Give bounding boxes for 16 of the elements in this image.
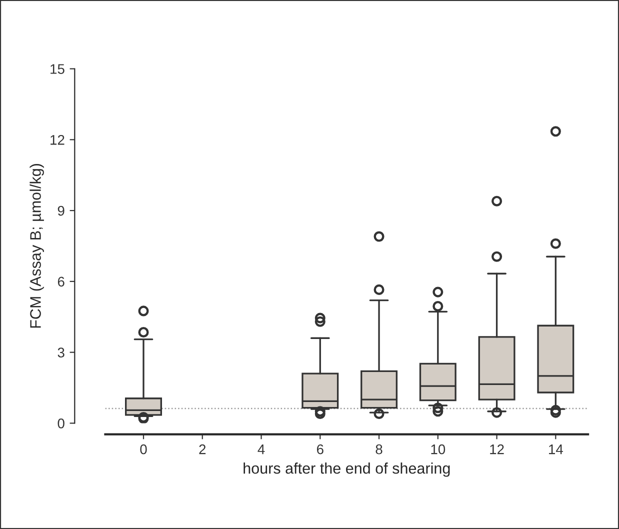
y-tick-label: 0 [58, 418, 64, 428]
x-tick-label: 14 [549, 444, 563, 454]
x-tick-label: 4 [258, 444, 265, 454]
y-axis-title: FCM (Assay B; µmol/kg) [30, 164, 44, 328]
x-tick-label: 10 [431, 444, 446, 454]
x-axis-title: hours after the end of shearing [244, 462, 450, 477]
y-tick-label: 12 [50, 134, 64, 145]
y-tick-label: 6 [58, 276, 64, 287]
x-tick-label: 0 [140, 444, 147, 454]
y-tick-label: 9 [58, 206, 64, 216]
x-tick-label: 2 [199, 444, 206, 454]
y-tick-label: 15 [50, 64, 64, 74]
x-tick-label: 8 [376, 444, 382, 454]
y-tick-label: 3 [58, 348, 64, 358]
x-tick-label: 6 [316, 444, 324, 454]
x-tick-label: 12 [490, 444, 504, 454]
